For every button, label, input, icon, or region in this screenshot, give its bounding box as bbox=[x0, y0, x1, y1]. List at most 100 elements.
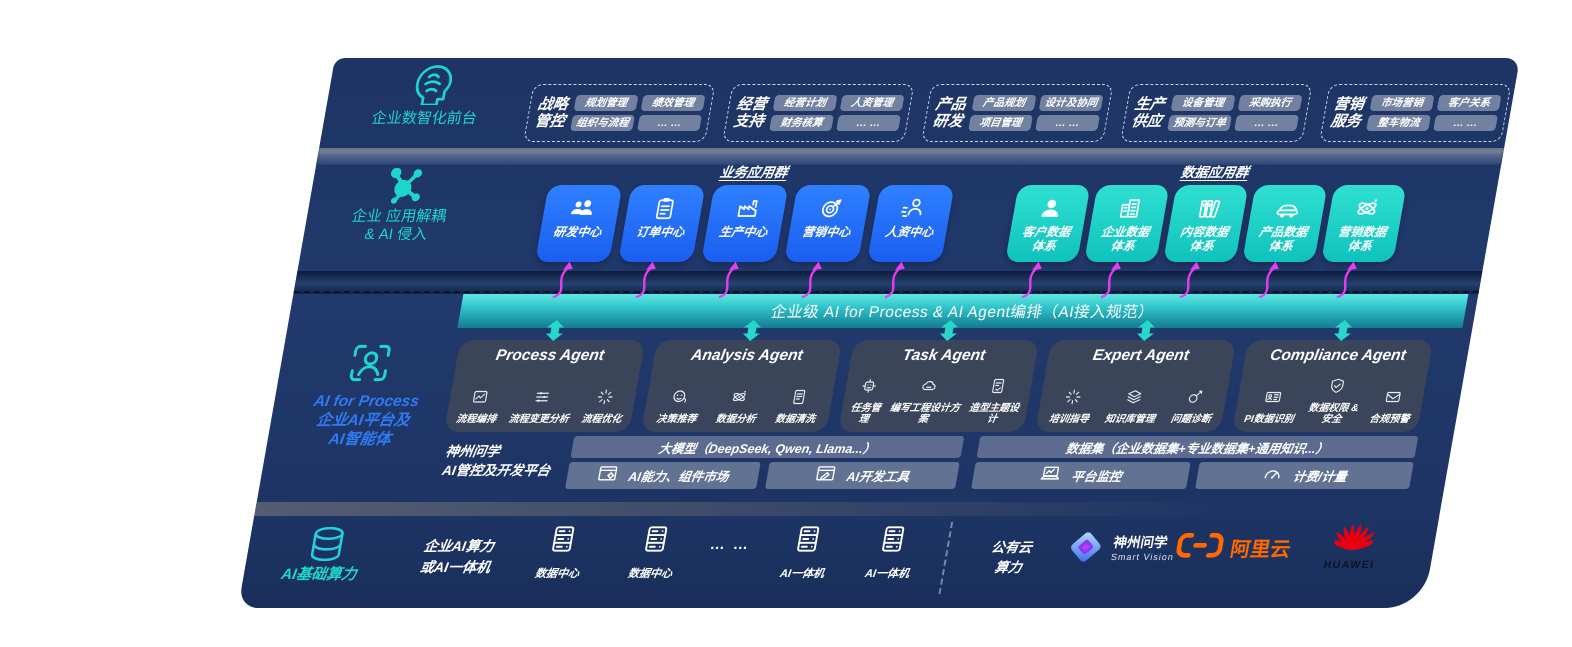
spark-icon bbox=[1061, 388, 1083, 411]
car-icon bbox=[1272, 194, 1304, 222]
agent-title: Analysis Agent bbox=[689, 347, 805, 364]
agent-title: Compliance Agent bbox=[1268, 347, 1408, 364]
infra-node: AI一体机 bbox=[761, 524, 851, 581]
server-icon bbox=[875, 524, 911, 559]
front-office-group: 产品 研发 产品规划 设计及协同 项目管理… … bbox=[921, 84, 1114, 142]
agent-title: Process Agent bbox=[494, 347, 606, 364]
infra-node-label: AI一体机 bbox=[863, 568, 911, 580]
group-chips: 经营计划 人资管理 财务核算… … bbox=[769, 95, 905, 131]
app-box-label: 企业数据 体系 bbox=[1100, 225, 1151, 253]
agent-item: 决策推荐 bbox=[655, 388, 702, 425]
app-box-label: 内容数据 体系 bbox=[1179, 225, 1230, 253]
sliders-icon bbox=[531, 388, 553, 411]
magenta-arrow bbox=[631, 260, 671, 303]
group-title: 经营 支持 bbox=[732, 96, 769, 130]
module-chip: … … bbox=[836, 115, 901, 131]
front-office-group: 战略 管控 规划管理 绩效管理 组织与流程… … bbox=[523, 84, 716, 142]
mail-icon bbox=[1382, 388, 1404, 411]
app-layer-label: 企业 应用解耦 & AI 侵入 bbox=[350, 208, 448, 243]
app-box-label: 营销中心 bbox=[801, 225, 852, 239]
agent-title: Expert Agent bbox=[1091, 347, 1191, 364]
module-chip: 人资管理 bbox=[839, 95, 905, 111]
infra-node-label: 数据中心 bbox=[626, 568, 674, 580]
app-box-label: 订单中心 bbox=[635, 225, 686, 239]
magenta-arrow bbox=[1096, 260, 1136, 303]
clipboard-icon bbox=[649, 194, 681, 222]
atom-icon bbox=[1351, 194, 1383, 222]
module-chip: 设备管理 bbox=[1170, 95, 1236, 111]
module-chip: … … bbox=[1035, 115, 1100, 131]
magenta-arrow bbox=[880, 260, 920, 303]
group-title: 产品 研发 bbox=[931, 96, 968, 130]
billing-cell: 计费/计量 bbox=[1194, 462, 1414, 489]
group-chips: 产品规划 设计及协同 项目管理… … bbox=[968, 95, 1104, 131]
app-center-box: 内容数据 体系 bbox=[1163, 185, 1249, 262]
magenta-arrow bbox=[1175, 260, 1215, 303]
app-box-label: 研发中心 bbox=[552, 225, 603, 239]
app-center-box: 营销数据 体系 bbox=[1321, 185, 1407, 262]
agent-item: 数据权限 & 安全 bbox=[1306, 377, 1364, 425]
agent-card: Task Agent 任务管理 编写工程设计方案 造型主题设计 bbox=[838, 340, 1040, 432]
banner-text: 企业级 AI for Process & AI Agent编排（AI接入规范） bbox=[769, 304, 1156, 321]
app-box-label: 生产中心 bbox=[718, 225, 769, 239]
agent-item-label: 培训指导 bbox=[1047, 414, 1090, 425]
ai-market-cell: AI能力、组件市场 bbox=[565, 462, 761, 489]
agent-item-label: 流程变更分析 bbox=[507, 414, 570, 425]
app-center-box: 产品数据 体系 bbox=[1242, 185, 1328, 262]
magenta-arrow bbox=[714, 260, 754, 303]
agent-item-label: 数据分析 bbox=[714, 414, 757, 425]
agent-card: Process Agent 流程编排 流程变更分析 流程优化 bbox=[444, 340, 646, 432]
target-icon bbox=[815, 194, 847, 222]
team-icon bbox=[566, 194, 598, 222]
agent-item: 数据清洗 bbox=[774, 388, 821, 425]
magenta-arrow bbox=[797, 260, 837, 303]
front-office-label: 企业数智化前台 bbox=[370, 110, 479, 127]
agent-item-label: 数据清洗 bbox=[774, 414, 817, 425]
app-center-box: 订单中心 bbox=[618, 185, 706, 262]
app-center-box: 人资中心 bbox=[867, 185, 955, 262]
cloud-icon bbox=[917, 377, 939, 400]
shield-icon bbox=[1326, 377, 1348, 400]
vendor-alicloud: 阿里云 bbox=[1174, 532, 1294, 564]
module-chip: 绩效管理 bbox=[640, 95, 706, 111]
agent-item: 合规预警 bbox=[1368, 388, 1415, 425]
front-office-group: 营销 服务 市场营销 客户关系 整车物流… … bbox=[1319, 84, 1512, 142]
teal-double-arrow bbox=[1331, 320, 1354, 346]
monitor-icon bbox=[1037, 463, 1063, 488]
customer-icon bbox=[1035, 194, 1067, 222]
agent-card: Compliance Agent PI数据识别 数据权限 & 安全 合规预警 bbox=[1232, 340, 1434, 432]
agent-item-label: 流程编排 bbox=[455, 414, 498, 425]
agent-items: 决策推荐 数据分析 数据清洗 bbox=[646, 388, 830, 425]
gauge-icon bbox=[1259, 463, 1285, 488]
scan-person-icon bbox=[342, 340, 397, 391]
module-chip: 财务核算 bbox=[769, 115, 834, 131]
teal-double-arrow bbox=[543, 320, 566, 346]
agent-card: Expert Agent 培训指导 知识库管理 问题诊断 bbox=[1035, 340, 1237, 432]
agent-item-label: 合规预警 bbox=[1368, 414, 1411, 425]
module-chip: 项目管理 bbox=[968, 115, 1033, 131]
molecule-icon bbox=[380, 164, 428, 209]
app-center-box: 客户数据 体系 bbox=[1005, 185, 1091, 262]
group-title: 战略 管控 bbox=[533, 96, 570, 130]
face-icon bbox=[669, 388, 691, 411]
agent-items: PI数据识别 数据权限 & 安全 合规预警 bbox=[1237, 377, 1422, 425]
agent-item-label: 任务管理 bbox=[849, 403, 882, 425]
magenta-arrow bbox=[1017, 260, 1057, 303]
idcard-icon bbox=[1261, 388, 1283, 411]
agent-item-label: 决策推荐 bbox=[655, 414, 698, 425]
module-chip: 整车物流 bbox=[1366, 115, 1431, 131]
agent-item: 知识库管理 bbox=[1104, 388, 1161, 425]
agent-item: 流程变更分析 bbox=[508, 388, 575, 425]
doc-check-icon bbox=[987, 377, 1009, 400]
grid-icon bbox=[858, 377, 880, 400]
module-chip: 预测与订单 bbox=[1167, 115, 1232, 131]
module-chip: 规划管理 bbox=[573, 95, 639, 111]
teal-double-arrow bbox=[1134, 320, 1157, 346]
doc-icon bbox=[788, 388, 810, 411]
chart-icon bbox=[469, 388, 491, 411]
app-box-label: 客户数据 体系 bbox=[1021, 225, 1072, 253]
agent-item-label: 流程优化 bbox=[580, 414, 623, 425]
app-center-box: 生产中心 bbox=[701, 185, 789, 262]
teal-double-arrow bbox=[740, 320, 763, 346]
business-apps-header: 业务应用群 bbox=[718, 165, 789, 180]
